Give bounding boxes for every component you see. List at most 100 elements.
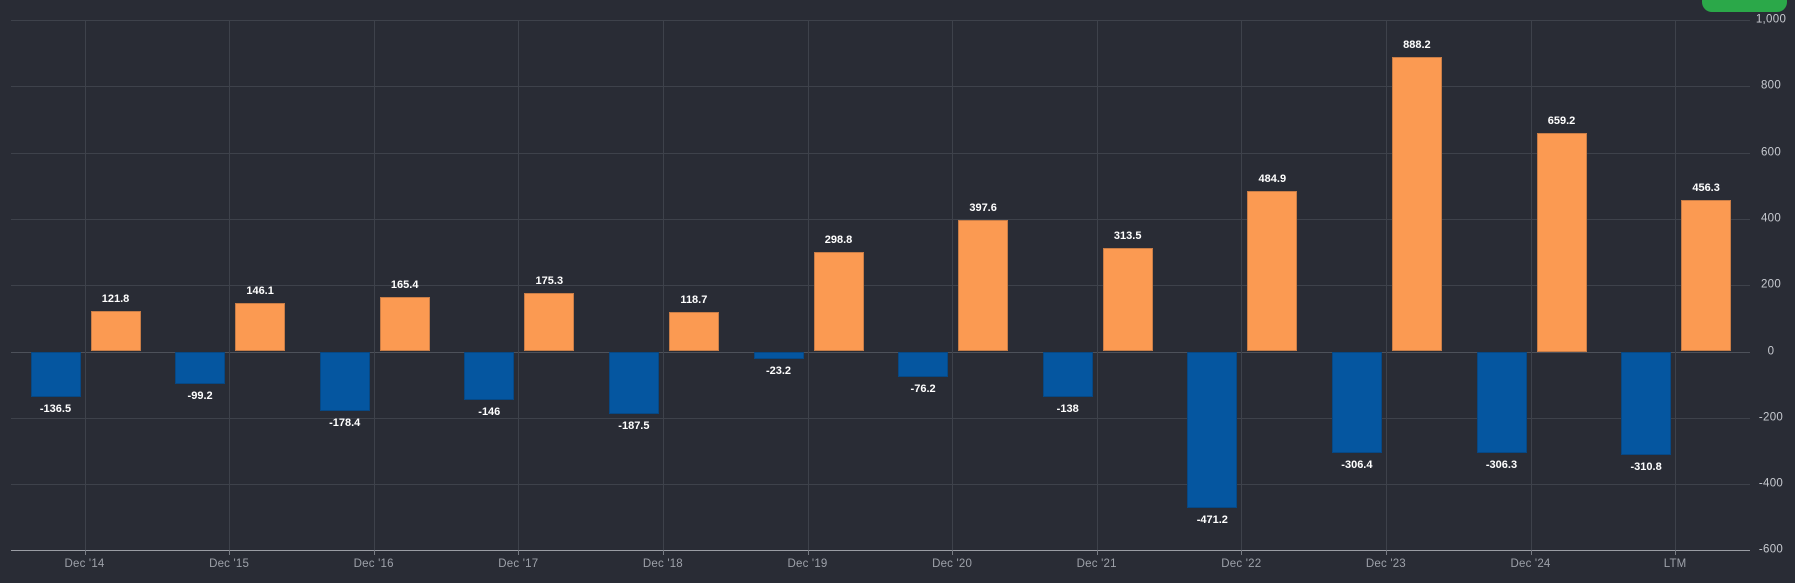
- gridline-vertical: [84, 20, 86, 551]
- bar-negative-dec-14[interactable]: [30, 351, 81, 397]
- gridline-horizontal: [11, 218, 1750, 220]
- x-axis-tick-label: Dec '15: [209, 558, 250, 570]
- gridline-vertical: [807, 20, 809, 551]
- bar-negative-dec-23[interactable]: [1331, 351, 1382, 454]
- bar-value-label: 397.6: [969, 201, 997, 214]
- bar-value-label: -471.2: [1196, 513, 1228, 526]
- bar-value-label: -23.2: [765, 365, 792, 378]
- bar-negative-ltm[interactable]: [1621, 351, 1672, 455]
- bar-value-label: -138: [1056, 403, 1079, 416]
- bar-value-label: -146: [478, 405, 501, 418]
- bar-value-label: 121.8: [101, 293, 130, 306]
- y-axis-tick-label: 400: [1760, 212, 1782, 225]
- bar-positive-dec-19[interactable]: [813, 252, 864, 352]
- gridline-horizontal: [11, 285, 1750, 287]
- x-axis-tick: [1530, 550, 1532, 556]
- bar-positive-dec-21[interactable]: [1102, 247, 1153, 352]
- bar-positive-dec-18[interactable]: [668, 312, 719, 352]
- bar-value-label: 888.2: [1403, 39, 1431, 52]
- gridline-vertical: [1241, 20, 1243, 551]
- x-axis-tick: [518, 550, 520, 556]
- gridline-vertical: [662, 20, 664, 551]
- x-axis-tick: [84, 550, 86, 556]
- bar-negative-dec-18[interactable]: [608, 351, 659, 414]
- bar-negative-dec-15[interactable]: [175, 351, 226, 385]
- bar-negative-dec-20[interactable]: [898, 351, 949, 377]
- x-axis-tick: [1241, 550, 1243, 556]
- bar-value-label: -306.3: [1485, 459, 1518, 471]
- y-axis-tick-label: 200: [1760, 278, 1782, 291]
- bar-value-label: -99.2: [187, 390, 213, 403]
- y-axis-tick-label: 0: [1767, 345, 1775, 357]
- bar-value-label: -76.2: [910, 382, 936, 395]
- bar-value-label: -187.5: [618, 419, 650, 432]
- gridline-vertical: [1096, 20, 1098, 551]
- bar-positive-dec-24[interactable]: [1536, 133, 1587, 352]
- bar-positive-ltm[interactable]: [1681, 200, 1732, 352]
- x-axis-tick: [807, 550, 809, 556]
- gridline-horizontal: [11, 417, 1750, 419]
- x-axis-tick-label: Dec '21: [1076, 558, 1117, 570]
- bar-value-label: 313.5: [1113, 229, 1142, 242]
- gridline-vertical: [229, 20, 231, 551]
- gridline-vertical: [1385, 20, 1387, 551]
- bar-negative-dec-16[interactable]: [319, 351, 370, 411]
- x-axis-tick-label: Dec '18: [642, 558, 683, 570]
- bar-value-label: 146.1: [246, 285, 274, 298]
- gridline-vertical: [1675, 20, 1677, 551]
- x-axis-line: [11, 550, 1750, 552]
- gridline-horizontal: [11, 484, 1750, 486]
- bar-positive-dec-22[interactable]: [1247, 190, 1298, 352]
- y-axis-tick-label: -400: [1758, 477, 1784, 490]
- x-axis-tick: [1385, 550, 1387, 556]
- x-axis-tick: [229, 550, 231, 556]
- x-axis-tick-label: Dec '19: [787, 558, 828, 570]
- bar-negative-dec-21[interactable]: [1042, 351, 1093, 398]
- bar-value-label: 659.2: [1547, 115, 1576, 127]
- gridline-vertical: [373, 20, 375, 551]
- x-axis-tick-label: Dec '22: [1221, 558, 1262, 570]
- x-axis-tick: [952, 550, 954, 556]
- bar-value-label: -136.5: [39, 402, 72, 415]
- bar-positive-dec-14[interactable]: [90, 311, 141, 352]
- bar-value-label: 298.8: [824, 234, 853, 247]
- bar-value-label: 175.3: [535, 275, 564, 288]
- x-axis-tick-label: Dec '24: [1510, 558, 1551, 570]
- bar-negative-dec-22[interactable]: [1187, 351, 1238, 508]
- y-axis-tick-label: -200: [1758, 411, 1784, 424]
- bar-positive-dec-15[interactable]: [235, 303, 286, 352]
- gridline-vertical: [1530, 20, 1532, 551]
- y-axis-tick-label: 600: [1760, 146, 1782, 159]
- x-axis-tick-label: Dec '14: [64, 558, 105, 570]
- x-axis-tick: [1096, 550, 1098, 556]
- y-axis-tick-label: -600: [1758, 543, 1784, 556]
- y-axis-tick-label: 800: [1760, 79, 1782, 92]
- bar-value-label: -310.8: [1630, 460, 1662, 473]
- x-axis-tick-label: Dec '17: [498, 558, 539, 570]
- bar-negative-dec-19[interactable]: [753, 351, 804, 360]
- bar-value-label: -178.4: [329, 416, 361, 429]
- gridline-vertical: [952, 20, 954, 551]
- x-axis-tick-label: LTM: [1663, 558, 1687, 570]
- gridline-horizontal: [11, 152, 1750, 154]
- bar-negative-dec-17[interactable]: [464, 351, 515, 400]
- x-axis-tick-label: Dec '20: [932, 558, 973, 570]
- bar-negative-dec-24[interactable]: [1476, 351, 1527, 453]
- bar-value-label: 484.9: [1258, 172, 1287, 185]
- bar-value-label: 118.7: [680, 294, 708, 307]
- gridline-horizontal: [11, 20, 1750, 21]
- primary-action-button[interactable]: [1702, 0, 1787, 12]
- x-axis-tick: [662, 550, 664, 556]
- bar-positive-dec-16[interactable]: [379, 296, 430, 352]
- gridline-vertical: [518, 20, 520, 551]
- bar-positive-dec-23[interactable]: [1391, 57, 1442, 352]
- gridline-horizontal: [11, 86, 1750, 88]
- x-axis-tick: [1675, 550, 1677, 556]
- bar-value-label: 456.3: [1692, 182, 1720, 195]
- bar-positive-dec-17[interactable]: [524, 293, 575, 352]
- bar-value-label: -306.4: [1341, 459, 1373, 472]
- bar-positive-dec-20[interactable]: [958, 219, 1009, 352]
- y-axis-tick-label: 1,000: [1755, 13, 1787, 26]
- x-axis-tick: [373, 550, 375, 556]
